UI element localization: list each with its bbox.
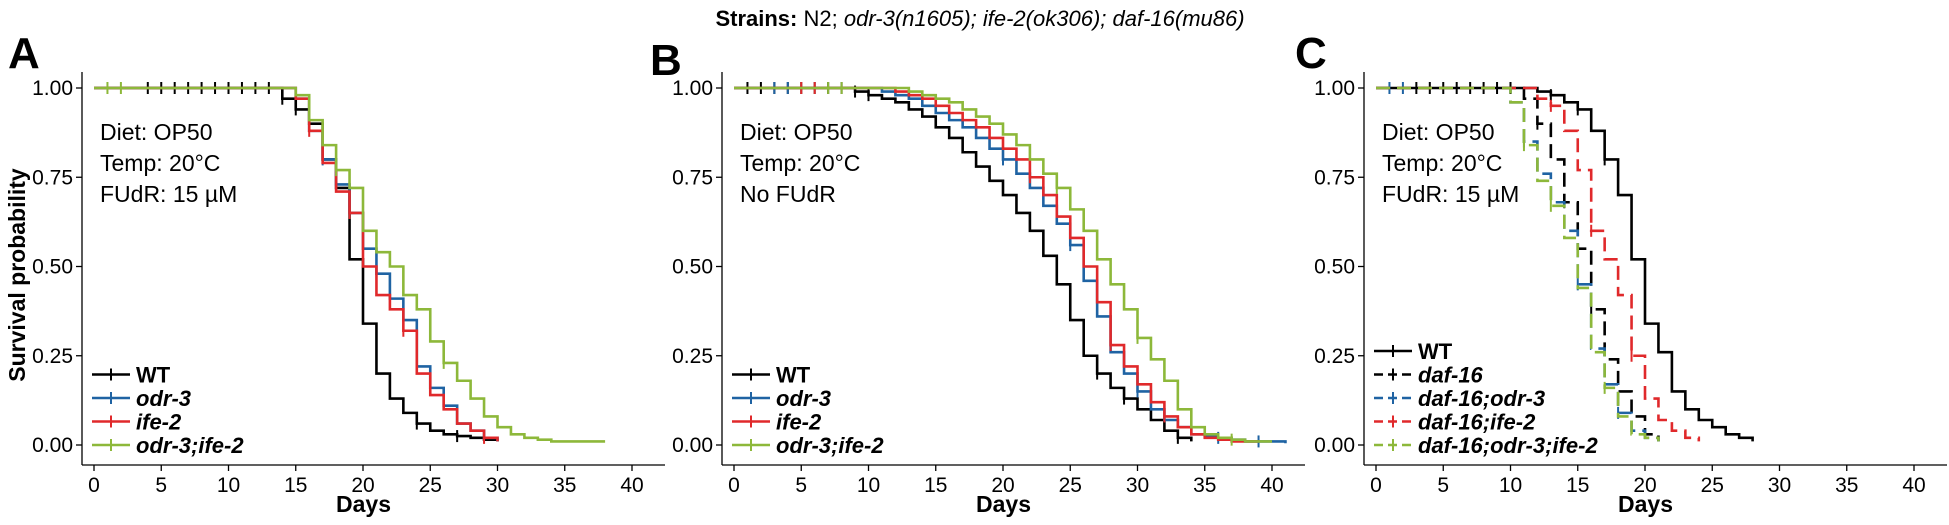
x-tick-label: 30 xyxy=(486,474,509,497)
condition-text: Temp: 20°C xyxy=(1382,150,1502,176)
legend-label: daf-16;ife-2 xyxy=(1418,410,1536,435)
x-tick-label: 5 xyxy=(155,474,167,497)
y-tick-label: 0.50 xyxy=(1314,256,1355,279)
x-tick-label: 20 xyxy=(1633,474,1656,497)
legend-label: daf-16 xyxy=(1418,363,1484,388)
y-tick-label: 1.00 xyxy=(32,77,73,100)
legend-label: odr-3 xyxy=(136,386,191,411)
x-tick-label: 25 xyxy=(1059,474,1082,497)
legend-label: WT xyxy=(1418,339,1453,364)
panel-c: C 0.00 0.25 0.50 0.75 1.00 0 5 10 15 20 25 30 35 40 Day… xyxy=(1295,29,1947,517)
x-tick-label: 15 xyxy=(924,474,947,497)
x-tick-label: 35 xyxy=(553,474,576,497)
y-axis-title: Survival probability xyxy=(4,168,30,382)
y-tick-label: 0.25 xyxy=(672,345,713,368)
x-tick-label: 15 xyxy=(1566,474,1589,497)
x-tick-label: 0 xyxy=(728,474,740,497)
y-tick-label: 0.00 xyxy=(672,434,713,457)
y-tick-label: 0.75 xyxy=(1314,166,1355,189)
y-tick-label: 0.25 xyxy=(32,345,73,368)
x-tick-label: 10 xyxy=(217,474,240,497)
x-tick-label: 20 xyxy=(991,474,1014,497)
x-tick-label: 40 xyxy=(1902,474,1925,497)
panel-a: A 0.00 0.25 0.50 0.75 1.00 0 5 10 15 20 25 30 35 40 Day… xyxy=(8,29,665,517)
x-axis-title: Days xyxy=(976,491,1031,517)
condition-text: Diet: OP50 xyxy=(740,119,853,145)
x-tick-label: 30 xyxy=(1126,474,1149,497)
x-tick-label: 10 xyxy=(857,474,880,497)
x-tick-label: 35 xyxy=(1193,474,1216,497)
y-tick-label: 0.25 xyxy=(1314,345,1355,368)
survival-curve-odr-3-ife-2 xyxy=(94,86,606,443)
x-tick-label: 25 xyxy=(419,474,442,497)
x-tick-label: 35 xyxy=(1835,474,1858,497)
legend-label: odr-3;ife-2 xyxy=(136,433,244,458)
legend-label: odr-3 xyxy=(776,386,831,411)
legend-label: ife-2 xyxy=(136,410,182,435)
condition-text: Diet: OP50 xyxy=(100,119,213,145)
x-tick-label: 0 xyxy=(1370,474,1382,497)
figure-title: Strains: N2; odr-3(n1605); ife-2(ok306);… xyxy=(715,6,1244,31)
x-tick-label: 25 xyxy=(1701,474,1724,497)
y-tick-label: 0.00 xyxy=(32,434,73,457)
y-tick-label: 0.75 xyxy=(672,166,713,189)
y-tick-label: 1.00 xyxy=(1314,77,1355,100)
x-tick-label: 5 xyxy=(795,474,807,497)
legend-label: daf-16;odr-3 xyxy=(1418,386,1545,411)
y-tick-label: 1.00 xyxy=(672,77,713,100)
x-tick-label: 0 xyxy=(88,474,100,497)
x-tick-label: 10 xyxy=(1499,474,1522,497)
condition-text: No FUdR xyxy=(740,181,836,207)
x-axis-title: Days xyxy=(336,491,391,517)
y-tick-label: 0.50 xyxy=(672,256,713,279)
x-tick-label: 30 xyxy=(1768,474,1791,497)
x-tick-label: 5 xyxy=(1437,474,1449,497)
legend-label: WT xyxy=(136,363,171,388)
figure-title-plain: N2; xyxy=(803,6,837,31)
panel-letter: A xyxy=(8,29,40,78)
panels: A 0.00 0.25 0.50 0.75 1.00 0 5 10 15 20 25 30 35 40 Day… xyxy=(8,29,1947,517)
survival-curve-WT xyxy=(734,86,1193,442)
condition-text: Diet: OP50 xyxy=(1382,119,1495,145)
survival-curve-daf-16 xyxy=(1376,86,1660,442)
y-tick-label: 0.75 xyxy=(32,166,73,189)
survival-curve-daf-16-odr-3-ife-2 xyxy=(1376,86,1660,442)
y-tick-label: 0.50 xyxy=(32,256,73,279)
survival-curve-odr-3-ife-2 xyxy=(734,86,1272,443)
figure-title-label: Strains: xyxy=(715,6,797,31)
y-tick-label: 0.00 xyxy=(1314,434,1355,457)
legend-label: ife-2 xyxy=(776,410,822,435)
legend-label: daf-16;odr-3;ife-2 xyxy=(1418,433,1598,458)
x-tick-label: 40 xyxy=(1260,474,1283,497)
condition-text: FUdR: 15 µM xyxy=(100,181,237,207)
x-axis-title: Days xyxy=(1618,491,1673,517)
panel-letter: C xyxy=(1295,29,1327,78)
x-tick-label: 20 xyxy=(351,474,374,497)
condition-text: Temp: 20°C xyxy=(740,150,860,176)
survival-curve-WT xyxy=(1376,86,1754,442)
survival-curve-daf-16-ife-2 xyxy=(1376,86,1701,442)
legend-label: odr-3;ife-2 xyxy=(776,433,884,458)
panel-b: B 0.00 0.25 0.50 0.75 1.00 0 5 10 15 20 25 30 35 40 Day… xyxy=(650,36,1305,517)
figure-title-italic: odr-3(n1605); ife-2(ok306); daf-16(mu86) xyxy=(844,6,1245,31)
x-tick-label: 40 xyxy=(620,474,643,497)
legend-label: WT xyxy=(776,363,811,388)
condition-text: Temp: 20°C xyxy=(100,150,220,176)
x-tick-label: 15 xyxy=(284,474,307,497)
condition-text: FUdR: 15 µM xyxy=(1382,181,1519,207)
panel-letter: B xyxy=(650,36,682,85)
